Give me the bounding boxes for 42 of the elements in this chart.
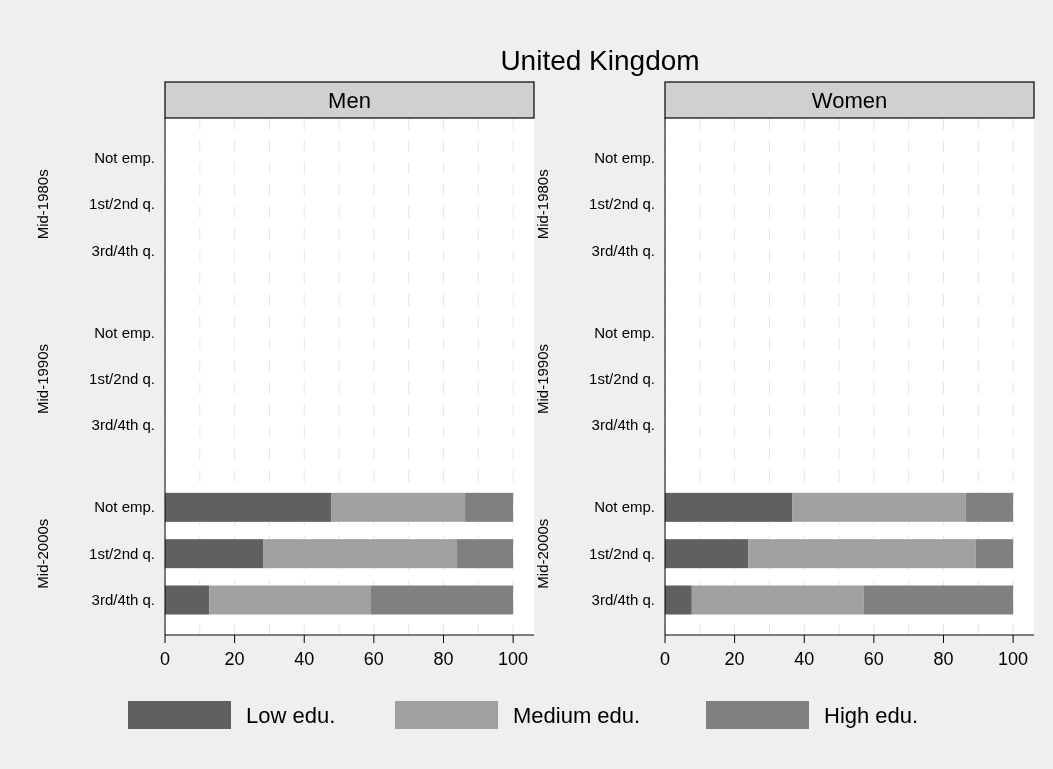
y-tick-label: 3rd/4th q. xyxy=(91,416,155,434)
y-tick-label: 1st/2nd q. xyxy=(589,370,655,387)
x-tick-label: 60 xyxy=(863,649,884,669)
y-tick-label: 1st/2nd q. xyxy=(589,544,655,562)
x-tick-label: 40 xyxy=(794,649,815,669)
x-tick-label: 20 xyxy=(724,649,745,669)
x-tick-label: 100 xyxy=(998,649,1029,669)
y-tick-label: Not emp. xyxy=(594,498,655,516)
y-tick-label: 1st/2nd q. xyxy=(89,195,155,213)
y-tick-label: 3rd/4th q. xyxy=(91,241,155,259)
y-tick-label: 3rd/4th q. xyxy=(591,591,655,608)
x-tick-label: 80 xyxy=(433,649,454,669)
x-tick-label: 0 xyxy=(159,649,171,669)
chart-subtitle: Women xyxy=(811,88,888,113)
y-tick-label: 1st/2nd q. xyxy=(589,195,655,213)
text: Mid-1980s xyxy=(534,169,551,240)
y-tick-label: Not emp. xyxy=(94,149,155,166)
y-tick-label: 1st/2nd q. xyxy=(89,370,155,387)
y-tick-label: 3rd/4th q. xyxy=(591,416,655,434)
text: Mid-1990s xyxy=(534,343,551,415)
x-tick-label: 100 xyxy=(498,649,529,669)
text: United Kingdom xyxy=(500,45,700,76)
text: Mid-1990s xyxy=(34,343,51,415)
legend-label: Low edu. xyxy=(246,703,336,728)
y-tick-label: 3rd/4th q. xyxy=(591,241,655,259)
chart-subtitle: Men xyxy=(328,88,371,113)
x-tick-label: 60 xyxy=(363,649,384,669)
y-tick-label: Not emp. xyxy=(94,498,155,516)
y-tick-label: 1st/2nd q. xyxy=(89,544,155,562)
x-tick-label: 80 xyxy=(933,649,954,669)
y-tick-label: Not emp. xyxy=(594,323,655,341)
text: Mid-2000s xyxy=(534,518,551,589)
y-tick-label: 3rd/4th q. xyxy=(91,591,155,608)
x-tick-label: 40 xyxy=(294,649,315,669)
x-tick-label: 0 xyxy=(659,649,671,669)
legend-label: High edu. xyxy=(824,703,919,728)
x-tick-label: 20 xyxy=(224,649,245,669)
text: Mid-1980s xyxy=(34,169,51,240)
y-tick-label: Not emp. xyxy=(94,323,155,341)
text: Mid-2000s xyxy=(34,518,51,589)
legend-label: Medium edu. xyxy=(513,703,641,728)
y-tick-label: Not emp. xyxy=(594,149,655,166)
